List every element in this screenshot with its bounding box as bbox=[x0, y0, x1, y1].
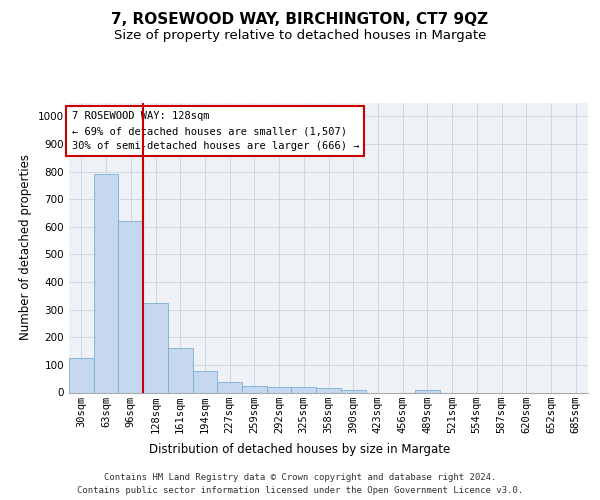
Bar bbox=[267, 387, 292, 392]
Bar bbox=[242, 386, 267, 392]
Bar bbox=[143, 302, 168, 392]
Bar bbox=[168, 348, 193, 393]
Text: Size of property relative to detached houses in Margate: Size of property relative to detached ho… bbox=[114, 29, 486, 42]
Bar bbox=[217, 382, 242, 392]
Bar bbox=[94, 174, 118, 392]
Bar bbox=[118, 222, 143, 392]
Text: Distribution of detached houses by size in Margate: Distribution of detached houses by size … bbox=[149, 442, 451, 456]
Text: Contains public sector information licensed under the Open Government Licence v3: Contains public sector information licen… bbox=[77, 486, 523, 495]
Text: 7 ROSEWOOD WAY: 128sqm
← 69% of detached houses are smaller (1,507)
30% of semi-: 7 ROSEWOOD WAY: 128sqm ← 69% of detached… bbox=[71, 111, 359, 151]
Bar bbox=[292, 387, 316, 392]
Bar bbox=[316, 388, 341, 392]
Bar bbox=[415, 390, 440, 392]
Bar bbox=[69, 358, 94, 392]
Text: 7, ROSEWOOD WAY, BIRCHINGTON, CT7 9QZ: 7, ROSEWOOD WAY, BIRCHINGTON, CT7 9QZ bbox=[112, 12, 488, 28]
Bar bbox=[193, 371, 217, 392]
Y-axis label: Number of detached properties: Number of detached properties bbox=[19, 154, 32, 340]
Text: Contains HM Land Registry data © Crown copyright and database right 2024.: Contains HM Land Registry data © Crown c… bbox=[104, 472, 496, 482]
Bar bbox=[341, 390, 365, 392]
